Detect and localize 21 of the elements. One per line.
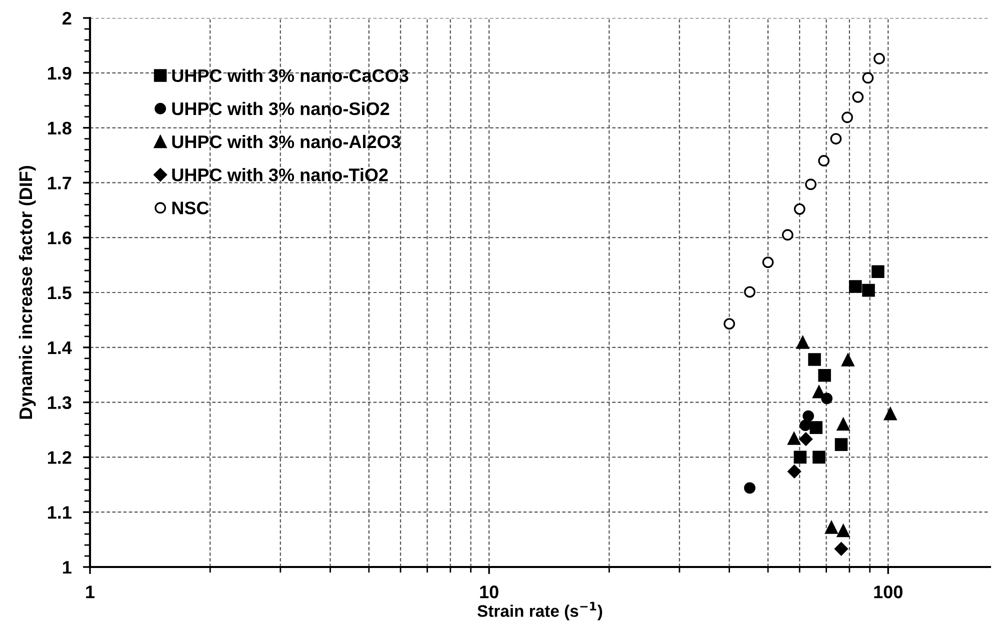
y-tick-label: 1.6 [48, 232, 72, 244]
y-tick-label: 1.3 [48, 396, 72, 410]
x-tick-label: 1 [86, 586, 95, 598]
y-axis-title: Dynamic increase factor (DIF) [18, 166, 36, 419]
legend-label: UHPC with 3% nano-CaCO3 [172, 68, 408, 82]
y-tick-label: 1.8 [48, 122, 72, 135]
y-tick-label: 1.5 [48, 286, 72, 300]
y-tick-label: 1 [63, 561, 72, 574]
y-tick-label: 1.2 [48, 451, 72, 464]
y-tick-label: 2 [62, 12, 72, 25]
y-tick-label: 1.7 [48, 176, 72, 190]
legend-label: NSC [172, 202, 209, 214]
x-tick-label: 10 [480, 586, 498, 598]
legend-label: UHPC with 3% nano-SiO2 [172, 102, 390, 116]
y-tick-label: 1.4 [48, 342, 72, 354]
legend-label: UHPC with 3% nano-Al2O3 [172, 134, 400, 148]
x-axis-title: Strain rate (s$^{−1}$) [477, 602, 602, 620]
y-tick-label: 1.1 [48, 506, 72, 519]
x-tick-label: 100 [874, 586, 902, 598]
legend-label: UHPC with 3% nano-TiO2 [172, 168, 388, 182]
y-tick-label: 1.9 [48, 66, 72, 80]
